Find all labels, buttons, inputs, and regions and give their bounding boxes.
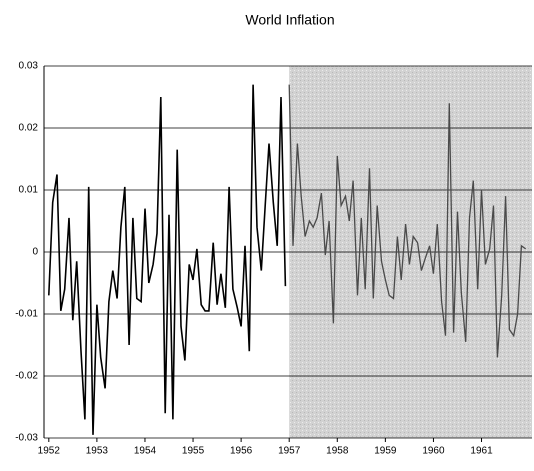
chart-title: World Inflation (245, 12, 334, 28)
y-tick-label: 0 (32, 247, 38, 258)
x-tick-label: 1953 (86, 446, 109, 457)
x-tick-label: 1954 (134, 446, 157, 457)
x-tick-label: 1959 (374, 446, 397, 457)
x-tick-label: 1957 (278, 446, 301, 457)
y-tick-label: 0.01 (19, 185, 39, 196)
y-tick-label: -0.01 (15, 309, 38, 320)
x-tick-label: 1952 (38, 446, 61, 457)
line-series (48, 84, 287, 435)
y-tick-label: 0.03 (19, 61, 39, 72)
y-tick-label: 0.02 (19, 123, 39, 134)
y-tick-label: -0.02 (15, 371, 38, 382)
y-tick-label: -0.03 (15, 433, 38, 444)
x-tick-label: 1955 (182, 446, 205, 457)
x-tick-label: 1960 (422, 446, 445, 457)
x-tick-label: 1961 (470, 446, 493, 457)
x-tick-label: 1956 (230, 446, 253, 457)
line-series (288, 84, 527, 358)
x-tick-label: 1958 (326, 446, 349, 457)
